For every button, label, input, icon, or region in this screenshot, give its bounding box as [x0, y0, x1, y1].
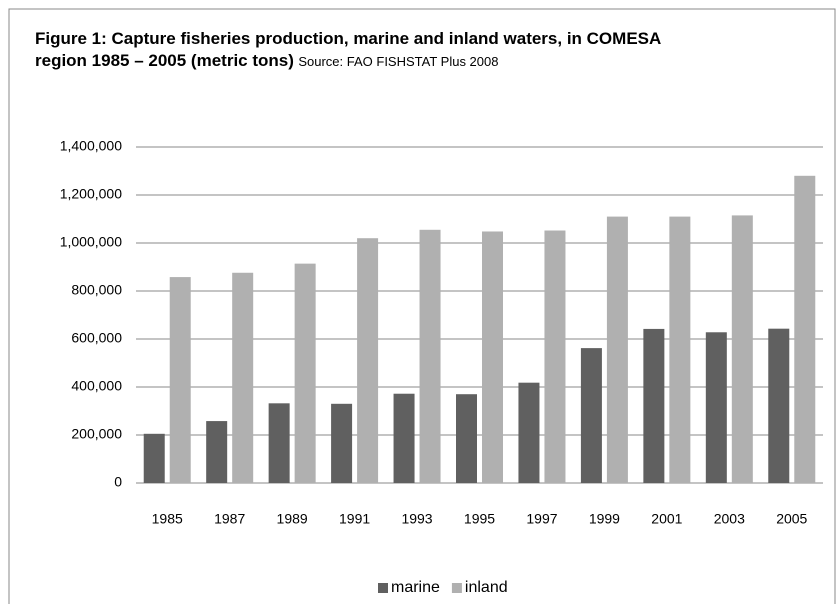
x-tick-label: 1997	[526, 511, 557, 527]
title-block: Figure 1: Capture fisheries production, …	[35, 28, 695, 72]
legend-swatch	[451, 583, 462, 593]
bar	[143, 433, 165, 483]
bar	[482, 231, 503, 483]
bar	[206, 421, 228, 483]
x-tick-label: 1985	[152, 511, 183, 527]
y-tick-label: 0	[114, 474, 122, 490]
bar	[393, 393, 415, 483]
bar	[232, 272, 254, 483]
legend-label: marine	[391, 579, 440, 596]
y-tick-label: 1,000,000	[60, 234, 122, 250]
bar	[544, 230, 566, 483]
x-tick-label: 1995	[464, 511, 495, 527]
chart-frame	[8, 8, 836, 604]
bar	[294, 263, 316, 483]
x-tick-label: 1993	[401, 511, 432, 527]
x-tick-label: 1989	[277, 511, 308, 527]
y-tick-label: 600,000	[71, 330, 122, 346]
bar	[331, 403, 353, 483]
bar	[580, 348, 602, 483]
y-tick-label: 400,000	[71, 378, 122, 394]
x-tick-label: 1999	[589, 511, 620, 527]
y-tick-label: 1,200,000	[60, 186, 122, 202]
y-tick-label: 1,400,000	[60, 138, 122, 154]
bar	[456, 394, 477, 483]
chart-subtitle: Source: FAO FISHSTAT Plus 2008	[298, 54, 499, 69]
x-tick-label: 2001	[651, 511, 682, 527]
bar	[419, 229, 441, 483]
chart-title: Figure 1: Capture fisheries production, …	[35, 29, 661, 70]
y-tick-label: 200,000	[71, 426, 122, 442]
legend-label: inland	[465, 579, 508, 596]
x-tick-label: 1987	[214, 511, 245, 527]
bar	[669, 216, 691, 483]
bar	[705, 332, 727, 483]
bar	[768, 328, 790, 483]
x-tick-label: 1991	[339, 511, 370, 527]
legend-swatch	[378, 583, 388, 593]
bar	[268, 403, 290, 483]
bar	[643, 328, 665, 483]
x-tick-label: 2005	[776, 511, 807, 527]
bar	[169, 277, 191, 483]
bar	[794, 175, 816, 484]
x-tick-label: 2003	[714, 511, 745, 527]
y-tick-label: 800,000	[71, 282, 122, 298]
bar	[518, 382, 540, 483]
bar	[606, 216, 628, 483]
bar	[731, 215, 753, 483]
bar	[357, 238, 379, 483]
